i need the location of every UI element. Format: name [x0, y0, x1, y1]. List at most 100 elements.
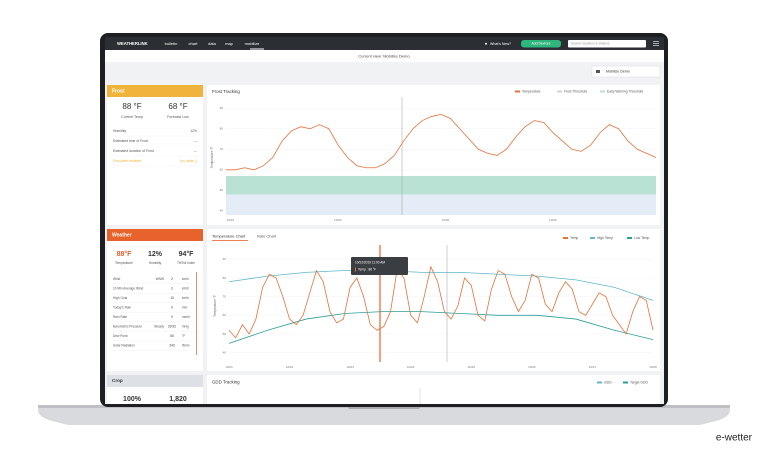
row-unit: W/m² — [182, 343, 190, 347]
add-devices-button[interactable] — [521, 40, 561, 48]
current-view: Current view: Mobilize Demo — [358, 54, 410, 59]
stat-value: 12% — [148, 251, 163, 258]
row-qualifier: WNW — [156, 277, 164, 281]
frost-card — [107, 85, 203, 225]
legend-swatch — [623, 381, 628, 384]
y-tick-label: 50 — [220, 188, 224, 192]
legend-entry: Frost Threshold — [564, 89, 587, 93]
x-tick-label: 10/23 — [346, 365, 354, 369]
chart-tab[interactable]: Rain Chart — [257, 234, 277, 239]
content: WEATHERLINK bulletin chart data map mobilize W… — [111, 41, 753, 444]
active-chart-tab[interactable] — [212, 240, 248, 241]
row-unit: inHg — [182, 324, 189, 328]
stat-value: 68 °F — [168, 102, 187, 111]
legend-entry: Early Warning Threshold — [607, 89, 643, 93]
legend-swatch — [515, 90, 520, 93]
stat-label: Temperature — [115, 261, 133, 265]
y-axis-label: Temperature °F — [213, 295, 217, 317]
stat-value: 1,820 — [169, 396, 187, 403]
row-unit: km/h — [182, 286, 189, 290]
row-label: Estimated time of Frost — [113, 139, 148, 143]
legend-entry: GDD — [604, 380, 612, 384]
x-tick-label: 10/25 — [468, 365, 476, 369]
frost-card-header — [107, 85, 203, 97]
legend-swatch — [597, 381, 602, 384]
card-title: Crop — [112, 378, 123, 383]
x-tick-label: 10/22 — [286, 365, 294, 369]
nav-link[interactable]: mobilize — [245, 41, 260, 46]
x-tick-label: 10/24 — [407, 365, 415, 369]
stat-label: Current Temp — [121, 115, 143, 119]
legend-entry: Temp — [570, 236, 578, 240]
nav-link[interactable]: chart — [189, 41, 199, 46]
row-value: --- — [194, 139, 197, 143]
row-unit: °F — [182, 334, 185, 338]
watermark: e-wetter — [716, 433, 753, 444]
y-tick-label: 90 — [223, 257, 227, 261]
legend-entry: Target GDD — [630, 380, 648, 384]
y-tick-label: 80 — [223, 276, 227, 280]
search-box[interactable] — [568, 40, 646, 48]
stat-label: Humidity — [149, 261, 162, 265]
nav-link[interactable]: map — [225, 41, 234, 46]
row-label: Wind — [113, 277, 120, 281]
x-tick-label: 10/26 — [549, 218, 557, 222]
x-tick-label: 10/27 — [589, 365, 597, 369]
tooltip-text: Temp : 86 °F — [358, 267, 376, 271]
row-label: Estimated duration of Frost — [113, 149, 154, 153]
frost-band — [226, 194, 656, 215]
row-label: High Gust — [113, 296, 127, 300]
station-dropdown[interactable] — [591, 65, 661, 78]
row-label: Dew Point — [113, 334, 128, 338]
menu-icon[interactable] — [653, 41, 659, 46]
stat-value: 100% — [123, 396, 142, 403]
station-icon — [596, 70, 600, 73]
series-line — [228, 311, 654, 344]
legend-swatch — [590, 237, 595, 239]
series-line — [226, 113, 657, 171]
x-tick-label: 10/28 — [649, 365, 657, 369]
row-value: 29.92 — [168, 324, 176, 328]
row-label: Rain Rate — [113, 315, 127, 319]
x-tick-label: 10/21 — [225, 365, 233, 369]
nav-link[interactable]: bulletin — [165, 41, 178, 46]
row-label: Solar Radiation — [113, 343, 135, 347]
y-tick-label: 40 — [220, 209, 224, 213]
row-label: Today's Rain — [113, 305, 131, 309]
y-tick-label: 40 — [223, 350, 227, 354]
stat-value: 94°F — [179, 250, 195, 258]
whats-new-link: What's New? — [490, 42, 511, 46]
row-value: (on_state_) — [180, 159, 197, 163]
legend-swatch — [563, 237, 568, 239]
chart-tab[interactable]: Temperature Chart — [212, 234, 246, 239]
whats-new-icon — [485, 42, 487, 45]
y-tick-label: 90 — [220, 106, 224, 110]
tooltip-swatch — [355, 267, 356, 272]
nav-link[interactable]: data — [208, 41, 217, 46]
tooltip — [351, 257, 408, 275]
laptop-base — [38, 405, 730, 425]
row-unit: km/h — [182, 277, 189, 281]
row-value: 2 — [171, 286, 173, 290]
row-value: --- — [194, 149, 197, 153]
legend-swatch — [600, 90, 605, 93]
row-value: 0 — [171, 315, 173, 319]
card-title: Weather — [112, 232, 132, 238]
y-tick-label: 70 — [220, 147, 224, 151]
weather-card-header — [107, 229, 203, 241]
row-label: 10 Min Average Wind — [113, 286, 143, 290]
row-value: 12% — [190, 129, 197, 133]
early-warning-band — [226, 175, 656, 195]
y-tick-label: 50 — [223, 332, 227, 336]
y-tick-label: 80 — [220, 127, 224, 131]
y-axis-label: Temperature °F — [210, 146, 214, 168]
active-tab-underline — [250, 48, 264, 50]
weather-card — [107, 229, 203, 371]
legend-swatch — [627, 237, 632, 239]
row-value: 0 — [171, 305, 173, 309]
stat-label: Forecast Low — [167, 115, 189, 119]
row-unit: mm — [182, 305, 188, 309]
legend-entry: Low Temp — [634, 236, 650, 240]
panel-title: GDD Tracking — [212, 380, 240, 385]
